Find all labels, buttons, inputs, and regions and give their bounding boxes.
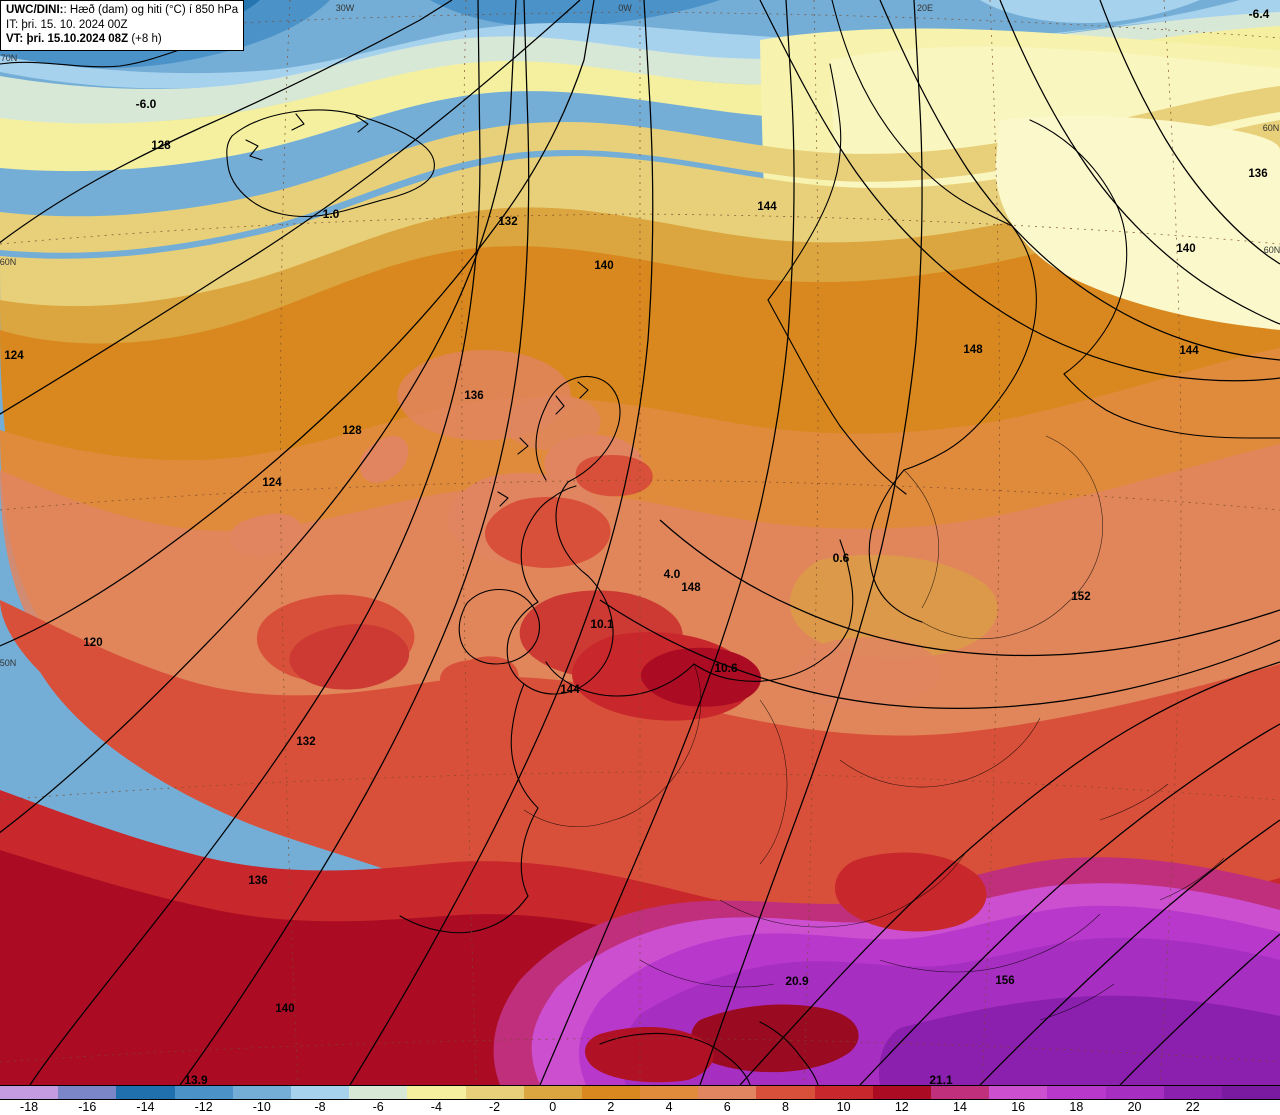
colorbar-swatch bbox=[989, 1086, 1048, 1099]
height-contour-label: 156 bbox=[995, 975, 1015, 987]
colorbar-tick-label: -12 bbox=[194, 1100, 213, 1114]
colorbar-swatch bbox=[756, 1086, 815, 1099]
colorbar-swatch bbox=[1105, 1086, 1164, 1099]
colorbar-tick-label: 10 bbox=[836, 1100, 851, 1114]
colorbar-tick-label: -6 bbox=[372, 1100, 384, 1114]
height-contour-label: 136 bbox=[464, 390, 484, 402]
colorbar-swatch bbox=[349, 1086, 408, 1099]
graticule-label: 70N bbox=[0, 53, 18, 63]
height-contour-label: 124 bbox=[262, 477, 282, 489]
colorbar-tick-label: 22 bbox=[1185, 1100, 1200, 1114]
graticule-label: 30W bbox=[335, 3, 355, 13]
temperature-value-label: -6.4 bbox=[1248, 7, 1270, 21]
height-contour-label: 120 bbox=[83, 637, 103, 649]
colorbar-tick-label: -10 bbox=[252, 1100, 271, 1114]
product-description: : Hæð (dam) og hiti (°C) í 850 hPa bbox=[63, 4, 239, 16]
colorbar-swatch bbox=[174, 1086, 233, 1099]
colorbar-swatch bbox=[1163, 1086, 1222, 1099]
colorbar-tick-label: 18 bbox=[1069, 1100, 1084, 1114]
colorbar-swatch bbox=[523, 1086, 582, 1099]
colorbar-tick-label: 8 bbox=[781, 1100, 789, 1114]
temperature-value-label: 0.6 bbox=[832, 551, 850, 565]
height-contour-label: 148 bbox=[681, 582, 701, 594]
height-contour-label: 136 bbox=[248, 875, 268, 887]
map-canvas bbox=[0, 0, 1280, 1085]
colorbar-tick-label: -16 bbox=[78, 1100, 97, 1114]
height-contour-label: 128 bbox=[151, 140, 171, 152]
temperature-value-label: 10.6 bbox=[714, 661, 738, 675]
height-contour-label: 140 bbox=[1176, 243, 1196, 255]
graticule-label: 0W bbox=[618, 3, 632, 13]
temperature-value-label: 13.9 bbox=[184, 1073, 208, 1085]
temperature-value-label: 4.0 bbox=[663, 567, 681, 581]
temperature-value-label: 1.0 bbox=[322, 207, 340, 221]
valid-time-row: VT: þri. 15.10.2024 08Z (+8 h) bbox=[6, 32, 238, 47]
height-contour-label: 152 bbox=[1071, 591, 1091, 603]
temperature-map[interactable]: -6.0 -6.4 1.0 4.0 0.6 10.1 10.6 20.9 21.1 13.9 12… bbox=[0, 0, 1280, 1085]
temperature-value-label: 20.9 bbox=[785, 974, 809, 988]
colorbar-swatch bbox=[116, 1086, 175, 1099]
colorbar-swatch bbox=[814, 1086, 873, 1099]
height-contour-label: 144 bbox=[560, 684, 580, 696]
colorbar-swatch bbox=[872, 1086, 931, 1099]
map-info-box: UWC/DINI:: Hæð (dam) og hiti (°C) í 850 … bbox=[0, 0, 245, 52]
colorbar[interactable]: -18 -16 -14 -12 -10 -8 -6 -4 -2 0 2 4 6 8 10 12 14 16 18 20… bbox=[0, 1085, 1280, 1115]
colorbar-tick-label: 12 bbox=[894, 1100, 909, 1114]
height-contour-label: 140 bbox=[275, 1003, 295, 1015]
colorbar-strip bbox=[0, 1085, 1280, 1100]
graticule-label: 50N bbox=[0, 658, 17, 668]
colorbar-tick-label: -2 bbox=[488, 1100, 501, 1114]
height-contour-label: 132 bbox=[296, 736, 316, 748]
height-contour-label: 148 bbox=[963, 344, 983, 356]
colorbar-swatch bbox=[58, 1086, 117, 1099]
temperature-value-label: 21.1 bbox=[929, 1073, 953, 1085]
height-contour-label: 140 bbox=[594, 260, 614, 272]
colorbar-swatch bbox=[290, 1086, 350, 1099]
height-contour-label: 144 bbox=[757, 201, 777, 213]
model-name: UWC/DINI: bbox=[6, 4, 64, 16]
init-time: þri. 15. 10. 2024 00Z bbox=[21, 18, 128, 31]
colorbar-tick-label: -18 bbox=[20, 1100, 39, 1114]
colorbar-swatch bbox=[0, 1086, 59, 1099]
graticule-label: 20E bbox=[916, 3, 934, 13]
valid-time: þri. 15.10.2024 08Z bbox=[26, 33, 129, 46]
graticule-label: 60N bbox=[0, 257, 17, 267]
init-label: IT: bbox=[6, 18, 19, 31]
height-contour-label: 124 bbox=[4, 350, 24, 362]
colorbar-swatch bbox=[407, 1086, 466, 1099]
valid-label: VT: bbox=[6, 33, 24, 46]
colorbar-swatch bbox=[465, 1086, 524, 1099]
colorbar-swatch bbox=[232, 1086, 291, 1099]
colorbar-tick-label: 6 bbox=[723, 1100, 731, 1114]
colorbar-tick-label: 4 bbox=[665, 1100, 673, 1114]
temperature-value-label: 10.1 bbox=[590, 617, 614, 631]
colorbar-tick-label: 2 bbox=[607, 1100, 615, 1114]
colorbar-tick-label: -14 bbox=[136, 1100, 155, 1114]
colorbar-tick-label: -4 bbox=[430, 1100, 442, 1114]
graticule-label: 60N bbox=[1262, 123, 1280, 133]
height-contour-label: 136 bbox=[1248, 168, 1268, 180]
init-time-row: IT: þri. 15. 10. 2024 00Z bbox=[6, 18, 238, 33]
colorbar-tick-label: -8 bbox=[314, 1100, 326, 1114]
colorbar-swatch bbox=[1221, 1086, 1280, 1099]
colorbar-swatch bbox=[698, 1086, 757, 1099]
lead-time: (+8 h) bbox=[131, 33, 162, 46]
colorbar-tick-label: 0 bbox=[549, 1100, 557, 1114]
info-title-row: UWC/DINI:: Hæð (dam) og hiti (°C) í 850 … bbox=[6, 3, 238, 18]
colorbar-swatch bbox=[640, 1086, 699, 1099]
height-contour-label: 128 bbox=[342, 425, 362, 437]
height-contour-label: 132 bbox=[498, 216, 518, 228]
colorbar-tick-label: 14 bbox=[953, 1100, 967, 1114]
colorbar-swatch bbox=[581, 1086, 641, 1099]
colorbar-tick-label: 16 bbox=[1011, 1100, 1026, 1114]
graticule-label: 60N bbox=[1263, 245, 1280, 255]
colorbar-swatch bbox=[1047, 1086, 1106, 1099]
temperature-value-label: -6.0 bbox=[135, 97, 157, 111]
height-contour-label: 144 bbox=[1179, 345, 1199, 357]
colorbar-tick-label: 20 bbox=[1127, 1100, 1142, 1114]
colorbar-swatch bbox=[931, 1086, 990, 1099]
colorbar-ticks: -18 -16 -14 -12 -10 -8 -6 -4 -2 0 2 4 6 8 10 12 14 16 18 20… bbox=[0, 1100, 1280, 1115]
